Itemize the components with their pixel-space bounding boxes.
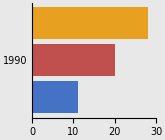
Bar: [32, 44, 115, 76]
Bar: [32, 7, 148, 39]
Bar: [32, 81, 78, 113]
